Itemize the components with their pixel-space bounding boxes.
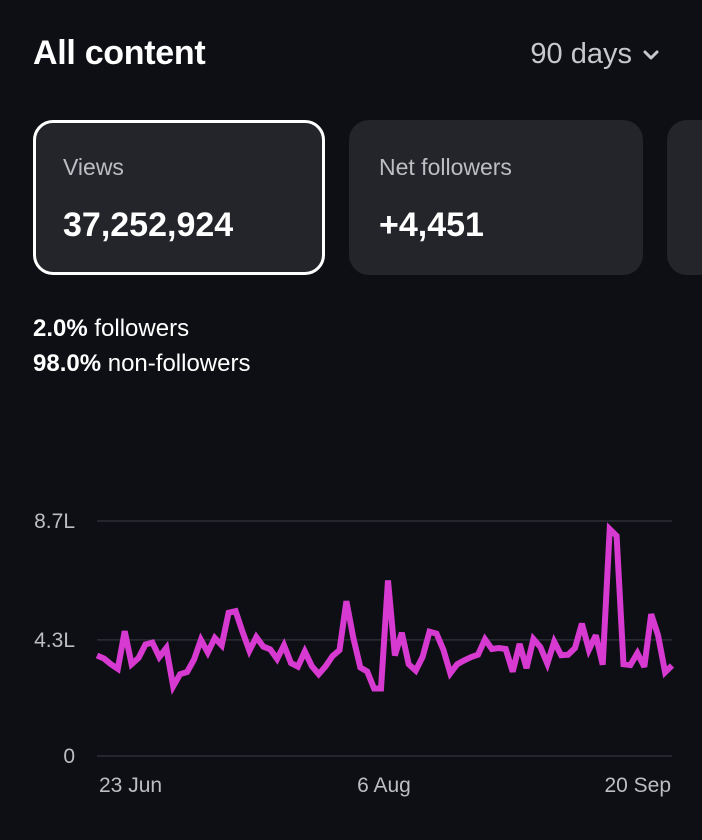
page-title: All content: [33, 34, 206, 72]
views-line-chart[interactable]: 0 4.3L 8.7L 23 Jun 6 Aug 20 Sep: [0, 500, 702, 840]
nonfollowers-share: 98.0% non-followers: [33, 346, 250, 381]
views-series-line: [95, 522, 675, 695]
y-tick-label: 0: [63, 745, 75, 768]
date-range-dropdown[interactable]: 90 days: [530, 38, 662, 71]
views-card-label: Views: [63, 154, 124, 180]
metric-cards: Views 37,252,924 Net followers +4,451: [33, 120, 702, 275]
followers-share: 2.0% followers: [33, 311, 250, 346]
net-followers-card-label: Net followers: [379, 154, 512, 180]
x-tick-label: 23 Jun: [99, 774, 162, 797]
y-tick-label: 8.7L: [34, 510, 75, 533]
date-range-label: 90 days: [530, 38, 632, 70]
followers-text: followers: [94, 315, 190, 342]
net-followers-card-value: +4,451: [379, 206, 484, 244]
chevron-down-icon: [643, 50, 659, 59]
net-followers-card[interactable]: Net followers +4,451: [349, 120, 643, 275]
views-card-value: 37,252,924: [63, 206, 234, 244]
y-tick-label: 4.3L: [34, 629, 75, 652]
nonfollowers-percent: 98.0%: [33, 350, 102, 377]
followers-percent: 2.0%: [33, 315, 88, 342]
x-tick-label: 6 Aug: [357, 774, 411, 797]
views-card[interactable]: Views 37,252,924: [33, 120, 325, 275]
partial-metric-card[interactable]: [667, 120, 702, 275]
x-tick-label: 20 Sep: [604, 774, 671, 797]
nonfollowers-text: non-followers: [107, 350, 251, 377]
audience-split: 2.0% followers 98.0% non-followers: [33, 311, 250, 381]
